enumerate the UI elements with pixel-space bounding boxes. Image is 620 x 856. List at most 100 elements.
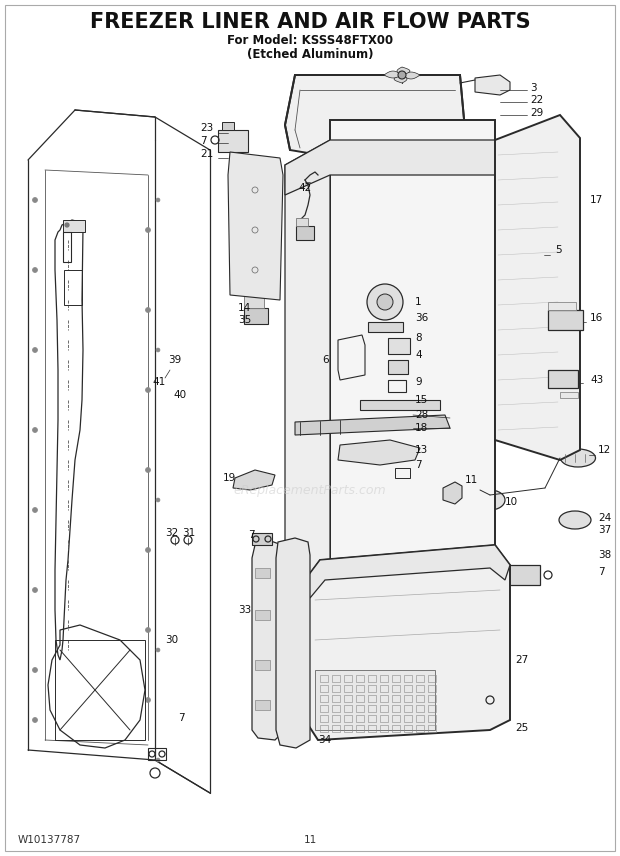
- Bar: [368, 322, 403, 332]
- Circle shape: [156, 498, 160, 502]
- Bar: [368, 695, 376, 702]
- Text: 42: 42: [298, 183, 311, 193]
- Bar: [320, 685, 328, 692]
- Bar: [548, 310, 583, 330]
- Text: 38: 38: [598, 550, 611, 560]
- Bar: [344, 715, 352, 722]
- Bar: [296, 226, 314, 240]
- Text: 25: 25: [515, 723, 528, 733]
- Bar: [252, 533, 272, 545]
- Polygon shape: [384, 71, 402, 78]
- Bar: [244, 308, 268, 324]
- Bar: [218, 130, 248, 152]
- Bar: [416, 705, 424, 712]
- Bar: [392, 685, 400, 692]
- Text: 27: 27: [515, 655, 528, 665]
- Text: FREEZER LINER AND AIR FLOW PARTS: FREEZER LINER AND AIR FLOW PARTS: [90, 12, 530, 32]
- Text: 30: 30: [165, 635, 178, 645]
- Bar: [404, 685, 412, 692]
- Bar: [320, 715, 328, 722]
- Text: eReplacementParts.com: eReplacementParts.com: [234, 484, 386, 496]
- Ellipse shape: [559, 511, 591, 529]
- Polygon shape: [394, 75, 407, 83]
- Ellipse shape: [475, 490, 505, 510]
- Polygon shape: [495, 115, 580, 460]
- Bar: [344, 725, 352, 732]
- Circle shape: [146, 228, 151, 233]
- Bar: [368, 715, 376, 722]
- Bar: [500, 353, 530, 369]
- Ellipse shape: [560, 449, 595, 467]
- Bar: [356, 695, 364, 702]
- Polygon shape: [397, 67, 410, 75]
- Text: 33: 33: [238, 605, 251, 615]
- Text: 17: 17: [590, 195, 603, 205]
- Circle shape: [32, 427, 37, 432]
- Bar: [244, 296, 264, 308]
- Bar: [404, 725, 412, 732]
- Polygon shape: [295, 415, 450, 435]
- Bar: [380, 705, 388, 712]
- Bar: [416, 675, 424, 682]
- Bar: [380, 685, 388, 692]
- Bar: [255, 700, 270, 710]
- Circle shape: [146, 627, 151, 633]
- Text: 3: 3: [530, 83, 537, 93]
- Polygon shape: [285, 140, 330, 720]
- Circle shape: [377, 294, 393, 310]
- Text: 31: 31: [182, 528, 195, 538]
- Bar: [548, 370, 578, 388]
- Polygon shape: [338, 440, 420, 465]
- Bar: [392, 695, 400, 702]
- Text: 35: 35: [238, 315, 251, 325]
- Bar: [63, 220, 85, 232]
- Bar: [404, 715, 412, 722]
- Circle shape: [65, 223, 69, 227]
- Bar: [392, 705, 400, 712]
- Bar: [296, 218, 308, 226]
- Bar: [380, 695, 388, 702]
- Text: 40: 40: [173, 390, 186, 400]
- Bar: [332, 705, 340, 712]
- Bar: [392, 725, 400, 732]
- Text: 7: 7: [415, 460, 422, 470]
- Bar: [255, 610, 270, 620]
- Text: 5: 5: [555, 245, 562, 255]
- Text: 7: 7: [598, 567, 604, 577]
- Bar: [416, 725, 424, 732]
- Text: 22: 22: [530, 95, 543, 105]
- Bar: [332, 685, 340, 692]
- Text: 7: 7: [200, 136, 206, 146]
- Bar: [332, 715, 340, 722]
- Circle shape: [146, 698, 151, 703]
- Circle shape: [156, 758, 160, 762]
- Text: 15: 15: [415, 395, 428, 405]
- Bar: [380, 715, 388, 722]
- Circle shape: [156, 348, 160, 352]
- Polygon shape: [228, 152, 283, 300]
- Bar: [344, 685, 352, 692]
- Text: 11: 11: [303, 835, 317, 845]
- Bar: [380, 675, 388, 682]
- Text: 34: 34: [318, 735, 331, 745]
- Bar: [404, 695, 412, 702]
- Text: For Model: KSSS48FTX00: For Model: KSSS48FTX00: [227, 33, 393, 46]
- Bar: [500, 325, 530, 341]
- Polygon shape: [305, 545, 510, 740]
- Bar: [332, 725, 340, 732]
- Bar: [320, 695, 328, 702]
- Text: 28: 28: [415, 410, 428, 420]
- Polygon shape: [285, 75, 465, 165]
- Text: 39: 39: [168, 355, 181, 365]
- Text: 9: 9: [415, 377, 422, 387]
- Text: 13: 13: [415, 445, 428, 455]
- Circle shape: [156, 648, 160, 652]
- Text: (Etched Aluminum): (Etched Aluminum): [247, 47, 373, 61]
- Bar: [368, 685, 376, 692]
- Bar: [428, 705, 436, 712]
- Bar: [356, 715, 364, 722]
- Text: 23: 23: [200, 123, 213, 133]
- Bar: [380, 725, 388, 732]
- Bar: [356, 705, 364, 712]
- Bar: [344, 705, 352, 712]
